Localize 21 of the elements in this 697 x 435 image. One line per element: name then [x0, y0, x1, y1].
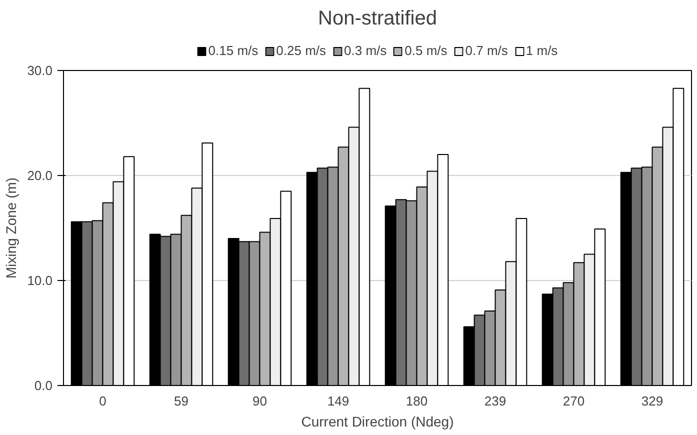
chart-title: Non-stratified — [318, 8, 437, 30]
x-axis-title: Current Direction (Ndeg) — [301, 414, 454, 430]
legend-label: 0.15 m/s — [208, 43, 258, 58]
legend-label: 0.25 m/s — [276, 43, 326, 58]
x-tick-label: 329 — [641, 394, 664, 408]
legend-label: 1 m/s — [526, 43, 558, 58]
x-tick-label: 149 — [327, 394, 350, 408]
y-tick-label: 10.0 — [27, 273, 53, 288]
y-tick-label: 0.0 — [34, 378, 53, 393]
x-tick-label: 90 — [252, 394, 267, 408]
legend-label: 0.7 m/s — [465, 43, 508, 58]
x-tick-label: 239 — [484, 394, 506, 408]
y-tick-label: 30.0 — [27, 63, 53, 78]
legend-label: 0.3 m/s — [344, 43, 387, 58]
y-axis-title: Mixing Zone (m) — [3, 177, 20, 279]
y-tick-label: 20.0 — [27, 168, 53, 183]
legend-label: 0.5 m/s — [404, 43, 448, 58]
x-tick-label: 0 — [99, 394, 106, 408]
x-tick-label: 59 — [174, 394, 188, 408]
x-tick-label: 180 — [406, 394, 428, 408]
x-tick-label: 270 — [562, 394, 585, 408]
